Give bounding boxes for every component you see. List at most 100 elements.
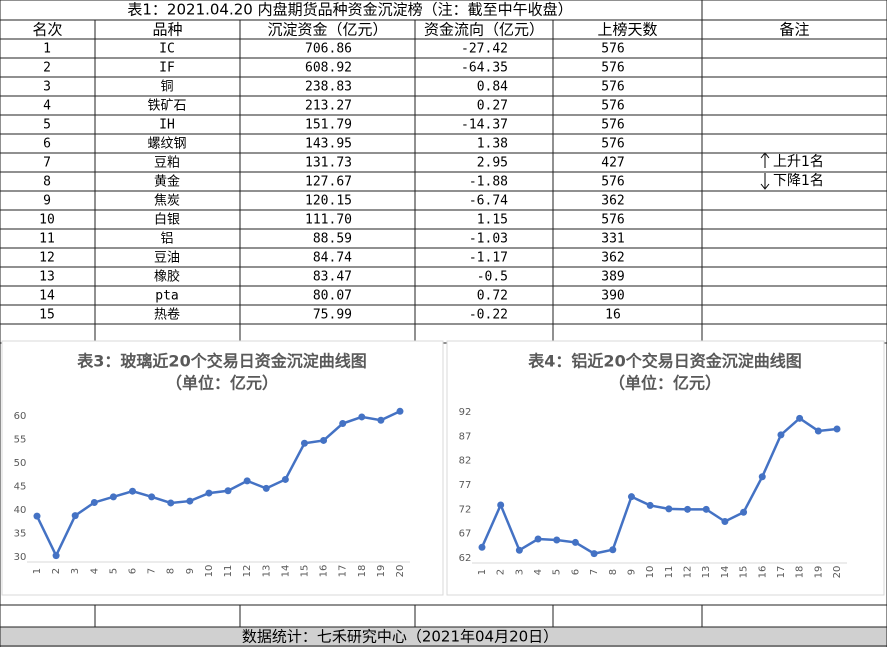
x-tick-label: 3 [514, 569, 525, 575]
y-tick-label: 35 [14, 529, 27, 540]
footer: 数据统计：七禾研究中心（2021年04月20日） [242, 628, 558, 646]
chart-title: 表3：玻璃近20个交易日资金沉淀曲线图 [76, 352, 366, 371]
x-tick-label: 15 [299, 565, 310, 578]
x-tick-label: 2 [496, 569, 507, 575]
header-cell: 品种 [152, 21, 182, 39]
x-tick-label: 7 [589, 569, 600, 575]
cell: 608.92 [305, 61, 352, 76]
x-tick-label: 15 [739, 566, 750, 579]
cell: 576 [601, 175, 624, 190]
cell: 576 [601, 213, 624, 228]
cell: 75.99 [313, 308, 352, 323]
cell: 黄金 [154, 174, 180, 190]
point [684, 505, 692, 513]
cell: 热卷 [154, 307, 180, 323]
cell: pta [155, 289, 178, 304]
chart-area [1, 340, 444, 596]
y-tick-label: 30 [14, 552, 27, 563]
cell: 80.07 [313, 289, 352, 304]
x-tick-label: 2 [51, 568, 62, 574]
up-arrow [760, 152, 770, 168]
header-cell: 上榜天数 [597, 21, 657, 39]
cell: 10 [39, 213, 55, 228]
x-tick-label: 4 [89, 568, 100, 574]
cell: 151.79 [305, 118, 352, 133]
cell: 120.15 [305, 194, 352, 209]
cell: 橡胶 [154, 269, 180, 285]
x-tick-label: 14 [720, 566, 731, 579]
cell: 铜 [160, 80, 173, 95]
cell: 111.70 [305, 213, 352, 228]
x-tick-label: 20 [395, 565, 406, 578]
cell: 铁矿石 [147, 99, 186, 114]
footer-bg [0, 627, 887, 647]
cell: 576 [601, 137, 624, 152]
x-tick-label: 8 [166, 568, 177, 574]
cell: 706.86 [305, 42, 352, 57]
y-tick-label: 92 [459, 407, 472, 418]
cell: 13 [39, 270, 55, 285]
point [339, 420, 347, 428]
point [721, 517, 729, 525]
cell: 16 [605, 308, 621, 323]
cell: 143.95 [305, 137, 352, 152]
x-tick-label: 13 [701, 566, 712, 579]
point [665, 505, 673, 513]
cell: 576 [601, 42, 624, 57]
x-tick-label: 5 [552, 569, 563, 575]
cell: -6.74 [469, 194, 508, 209]
point [148, 493, 156, 501]
x-tick-label: 20 [832, 566, 843, 579]
x-tick-label: 4 [533, 569, 544, 575]
point [833, 425, 841, 433]
point [262, 484, 270, 492]
cell: 白银 [154, 212, 180, 228]
x-tick-label: 14 [280, 565, 291, 578]
x-tick-label: 7 [147, 568, 158, 574]
point [777, 431, 785, 439]
point [186, 497, 194, 505]
point [90, 498, 98, 506]
cell: 84.74 [313, 251, 352, 266]
x-tick-label: 12 [683, 566, 694, 579]
y-tick-label: 87 [459, 431, 472, 442]
cell: 豆油 [154, 251, 180, 266]
cell: -1.17 [469, 251, 508, 266]
cell: -1.03 [469, 232, 508, 247]
cell: 88.59 [313, 232, 352, 247]
cell: 12 [39, 251, 55, 266]
point [758, 473, 766, 481]
header-cell: 沉淀资金（亿元） [267, 21, 387, 39]
point [814, 427, 822, 435]
x-tick-label: 3 [70, 568, 81, 574]
cell: 213.27 [305, 99, 352, 114]
cell: -14.37 [461, 118, 508, 133]
cell: 1.38 [477, 137, 508, 152]
point [52, 552, 60, 560]
x-tick-label: 10 [204, 565, 215, 578]
cell: 11 [39, 232, 55, 247]
x-tick-label: 9 [626, 569, 637, 575]
cell: 14 [39, 289, 55, 304]
cell: 390 [601, 289, 624, 304]
point [702, 505, 710, 513]
point [646, 501, 654, 509]
point [167, 499, 175, 507]
point [590, 550, 598, 558]
cell: 83.47 [313, 270, 352, 285]
point [740, 508, 748, 516]
x-tick-label: 12 [242, 565, 253, 578]
cell: 2.95 [477, 156, 508, 171]
cell: IH [159, 118, 175, 133]
y-tick-label: 45 [14, 482, 27, 493]
x-tick-label: 13 [261, 565, 272, 578]
cell: IF [159, 61, 175, 76]
cell: 576 [601, 99, 624, 114]
point [377, 416, 385, 424]
point [534, 535, 542, 543]
header-cell: 资金流向（亿元） [424, 21, 544, 39]
cell: 焦炭 [154, 194, 180, 209]
cell: 131.73 [305, 156, 352, 171]
point [109, 493, 117, 501]
cell: -1.88 [469, 175, 508, 190]
